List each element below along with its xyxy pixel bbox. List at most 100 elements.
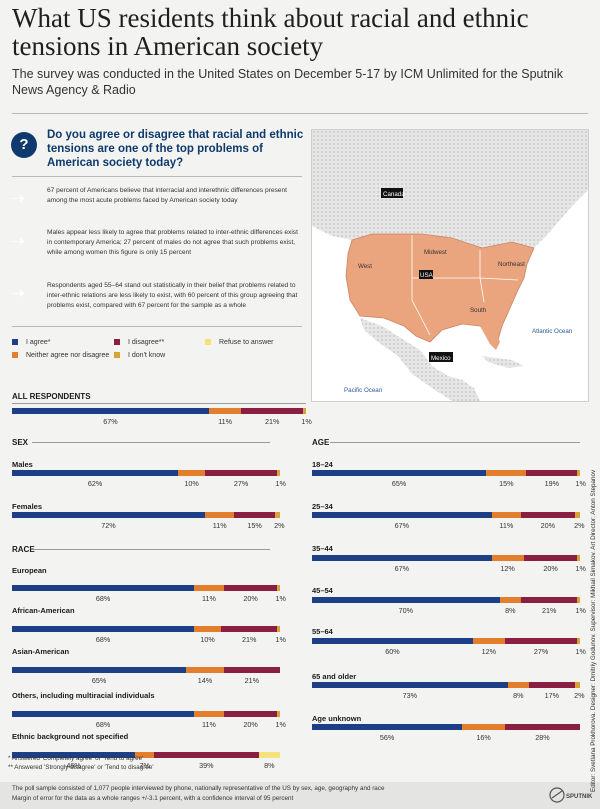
page-title: What US residents think about racial and… xyxy=(12,3,529,61)
bar-segment-dontknow xyxy=(574,682,580,688)
bar-segment-neither xyxy=(462,724,505,730)
data-label-neither: 11% xyxy=(499,521,514,530)
bar-segment-dontknow xyxy=(277,626,280,632)
group-label: 65 and older xyxy=(312,672,357,681)
canada-land xyxy=(312,130,588,248)
bar-segment-disagree xyxy=(154,752,259,758)
bar-segment-disagree xyxy=(223,667,280,673)
data-label-agree: 67% xyxy=(394,521,409,530)
question-icon: ? xyxy=(11,132,37,158)
bar-segment-disagree xyxy=(504,724,580,730)
bar-segment-agree xyxy=(12,512,205,518)
florida-fill xyxy=(480,324,500,350)
logo-text: SPUTNIK xyxy=(566,794,593,800)
bar-segment-agree xyxy=(12,711,195,717)
bar-segment-agree xyxy=(12,752,136,758)
bar-segment-dontknow xyxy=(577,470,580,476)
data-label-dontknow: 1% xyxy=(275,635,286,644)
arrow-right-icon: ➝ xyxy=(10,231,26,251)
map-label-atlantic: Atlantic Ocean xyxy=(532,328,573,335)
header-divider xyxy=(12,113,588,114)
bar-segment-neither xyxy=(186,667,224,673)
data-label-dontknow: 1% xyxy=(275,720,286,729)
section-title-sex: SEX xyxy=(12,438,29,447)
legend-item-refuse: Refuse to answer xyxy=(205,338,273,347)
data-label-neither: 16% xyxy=(476,733,491,742)
data-label-neither: 11% xyxy=(212,521,227,530)
map-svg: Canada USA Mexico West Midwest Northeast… xyxy=(312,130,588,401)
group-label: 35–44 xyxy=(312,544,333,553)
bar-segment-disagree xyxy=(223,585,278,591)
bar-segment-disagree xyxy=(521,512,575,518)
arrow-right-icon: ➝ xyxy=(10,188,26,208)
legend-swatch xyxy=(114,351,120,358)
data-label-agree: 65% xyxy=(391,479,407,488)
section-title-all: ALL RESPONDENTS xyxy=(12,392,91,401)
bar-segment-neither xyxy=(204,512,235,518)
bar-segment-disagree xyxy=(504,638,578,644)
bar-segment-dontknow xyxy=(577,555,580,561)
bar-segment-neither xyxy=(472,638,505,644)
findings-divider xyxy=(12,326,302,327)
data-label-dontknow: 2% xyxy=(274,521,285,530)
data-label-neither: 12% xyxy=(481,647,497,656)
region-borders xyxy=(411,235,519,336)
data-label-dontknow: 1% xyxy=(575,479,586,488)
data-label-agree: 65% xyxy=(91,676,107,685)
data-label-dontknow: 1% xyxy=(575,606,586,615)
bar-segment-dontknow xyxy=(277,470,280,476)
data-label-disagree: 20% xyxy=(243,594,258,603)
legend-swatch xyxy=(12,338,18,345)
bar-segment-agree xyxy=(312,512,492,518)
credits-vertical: Editor: Svetlana Prokhorova. Designer: D… xyxy=(590,469,597,792)
bar-segment-neither xyxy=(135,752,155,758)
group-label: European xyxy=(12,566,47,575)
chart-legend: I agree* I disagree** Refuse to answer N… xyxy=(12,338,312,368)
mexico-land xyxy=(360,318,480,401)
group-label: Asian-American xyxy=(12,647,70,656)
group-label: Females xyxy=(12,502,43,511)
data-label-neither: 12% xyxy=(500,564,515,573)
bar-segment-agree xyxy=(12,585,195,591)
bar-segment-disagree xyxy=(204,470,278,476)
data-label-agree: 72% xyxy=(101,521,116,530)
group-label: African-American xyxy=(12,606,75,615)
data-label-agree: 73% xyxy=(402,691,418,700)
data-label-dontknow: 1% xyxy=(301,417,312,426)
data-label-agree: 68% xyxy=(95,720,111,729)
data-label-disagree: 15% xyxy=(247,521,262,530)
section-rule xyxy=(330,442,580,443)
bar-segment-neither xyxy=(194,626,222,632)
legend-item-agree: I agree* xyxy=(12,338,51,347)
bar-segment-neither xyxy=(194,711,224,717)
data-label-neither: 15% xyxy=(499,479,514,488)
data-label-agree: 67% xyxy=(394,564,409,573)
bar-segment-agree xyxy=(12,667,187,673)
us-regions-map: Canada USA Mexico West Midwest Northeast… xyxy=(311,129,589,402)
data-label-neither: 8% xyxy=(505,606,516,615)
data-label-neither: 7% xyxy=(139,761,150,770)
data-label-agree: 62% xyxy=(87,479,103,488)
bar-segment-neither xyxy=(499,597,522,603)
bar-segment-neither xyxy=(486,470,527,476)
data-label-neither: 11% xyxy=(218,417,233,426)
data-label-neither: 8% xyxy=(513,691,524,700)
bar-segment-agree xyxy=(12,626,195,632)
group-label: Ethnic background not specified xyxy=(12,732,129,741)
data-label-disagree: 27% xyxy=(233,479,249,488)
group-label: Others, including multiracial individual… xyxy=(12,691,155,700)
data-label-disagree: 20% xyxy=(243,720,258,729)
sputnik-logo: SPUTNIK xyxy=(549,787,593,803)
data-label-disagree: 28% xyxy=(535,733,550,742)
section-rule xyxy=(34,549,270,550)
data-label-neither: 11% xyxy=(202,594,216,603)
map-label-south: South xyxy=(470,307,487,314)
data-label-dontknow: 1% xyxy=(275,479,286,488)
data-label-dontknow: 1% xyxy=(575,647,586,656)
map-label-northeast: Northeast xyxy=(498,261,525,268)
page-subtitle: The survey was conducted in the United S… xyxy=(12,67,563,97)
bar-segment-agree xyxy=(312,682,508,688)
data-label-agree: 68% xyxy=(95,635,111,644)
data-label-neither: 10% xyxy=(200,635,215,644)
map-label-west: West xyxy=(358,263,372,270)
